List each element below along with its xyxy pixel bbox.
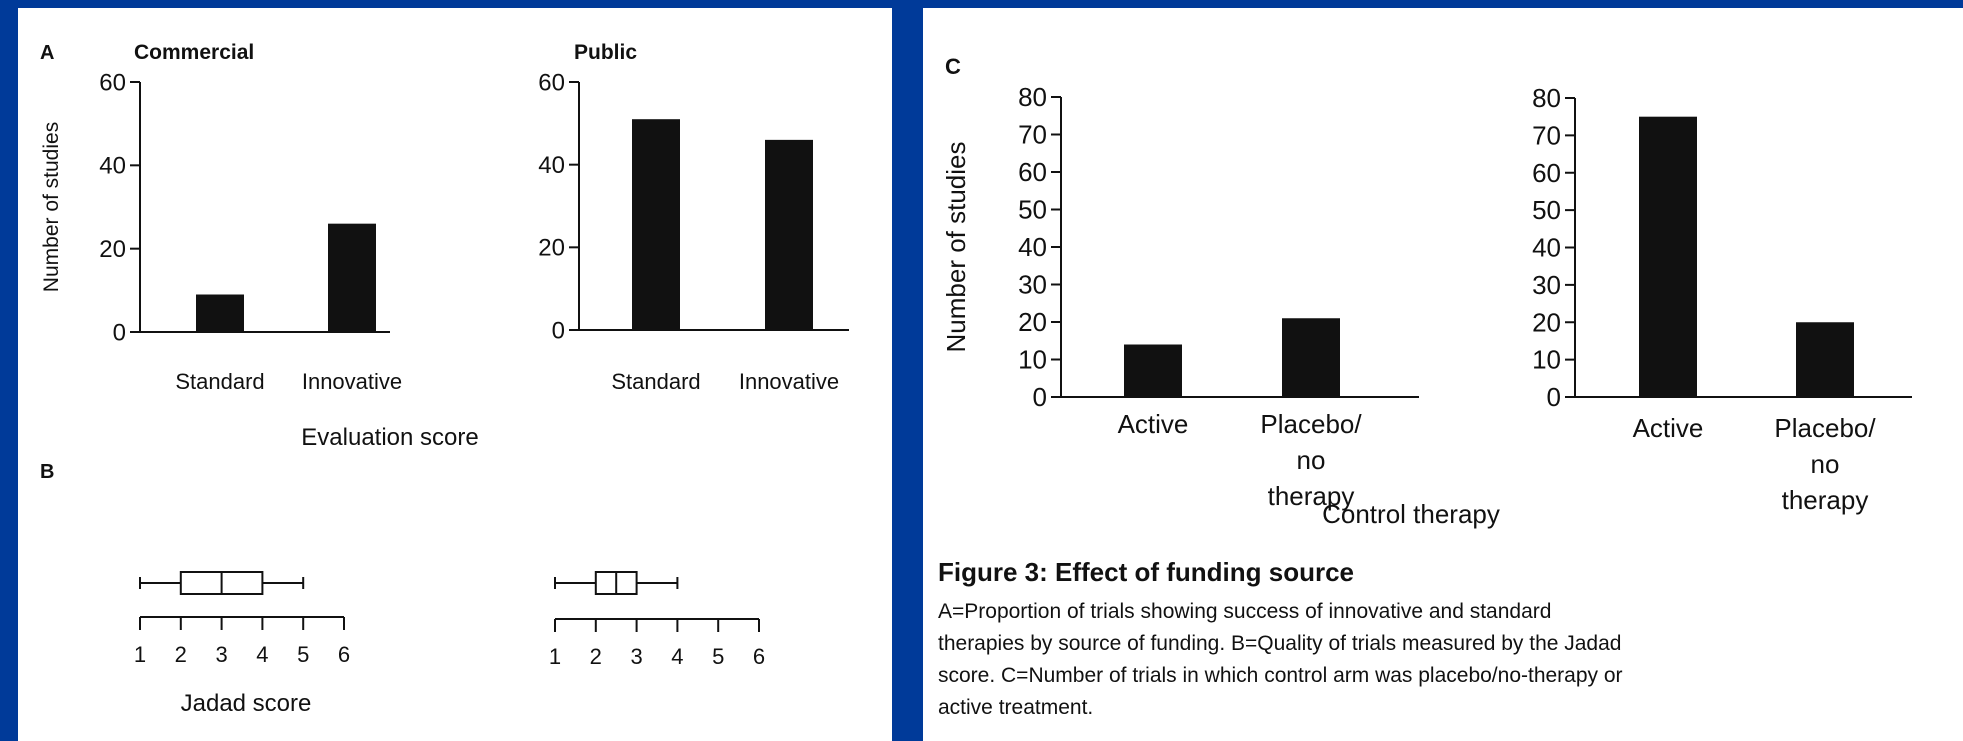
public-chart-category-label-1: Innovative [739, 369, 839, 394]
commercial-jadad-x-tick-label-1: 2 [175, 642, 187, 667]
funding-c-right-chart-y-tick-label-5: 50 [1532, 195, 1561, 225]
public-chart-bar-1 [765, 139, 813, 330]
funding-c-right-chart-category-label-1-line-2: therapy [1782, 485, 1869, 515]
evaluation-score-label: Evaluation score [301, 424, 478, 451]
funding-c-left-chart-y-tick-label-1: 10 [1018, 345, 1047, 375]
commercial-chart-bar-1 [328, 223, 376, 332]
caption-line-2: therapies by source of funding. B=Qualit… [938, 632, 1621, 655]
public-chart-y-tick-label-3: 60 [538, 69, 565, 96]
funding-c-left-chart-y-tick-label-8: 80 [1018, 82, 1047, 112]
funding-c-right-chart-y-tick-label-0: 0 [1547, 382, 1561, 412]
public-chart-y-tick-label-1: 20 [538, 235, 565, 262]
funding-c-left-chart-y-tick-label-4: 40 [1018, 232, 1047, 262]
funding-c-left-chart-y-tick-label-3: 30 [1018, 270, 1047, 300]
public-jadad-x-tick-label-4: 5 [712, 644, 724, 669]
funding-c-right-chart-y-tick-label-2: 20 [1532, 307, 1561, 337]
funding-c-right-chart-y-tick-label-3: 30 [1532, 270, 1561, 300]
public-chart-title: Public [574, 41, 637, 64]
funding-c-left-chart-category-label-1-line-1: no [1297, 445, 1326, 475]
jadad-score-label: Jadad score [181, 690, 312, 717]
left-figure-canvas: A Evaluation score B Jadad score Commerc… [40, 41, 849, 717]
public-jadad-x-tick-label-0: 1 [549, 644, 561, 669]
panel-a-letter: A [40, 42, 54, 64]
funding-c-right-chart-y-tick-label-4: 40 [1532, 233, 1561, 263]
panel-c-letter: C [945, 54, 961, 79]
funding-c-right-chart-y-tick-label-7: 70 [1532, 120, 1561, 150]
public-chart-bar-0 [632, 119, 680, 330]
public-chart-category-label-0: Standard [611, 369, 700, 394]
commercial-chart-y-tick-label-0: 0 [113, 319, 126, 346]
funding-c-left-chart-y-tick-label-0: 0 [1033, 382, 1047, 412]
left-figure-panel: A Evaluation score B Jadad score Commerc… [18, 8, 892, 741]
funding-c-right-chart-bar-0 [1639, 116, 1697, 397]
funding-c-left-chart-category-label-0: Active [1118, 409, 1189, 439]
right-figure-panel: C Control therapy Figure 3: Effect of fu… [923, 8, 1963, 741]
funding-c-right-chart-category-label-0: Active [1633, 413, 1704, 443]
panel-b-letter: B [40, 461, 54, 483]
commercial-jadad-x-tick-label-5: 6 [338, 642, 350, 667]
commercial-jadad-x-tick-label-3: 4 [256, 642, 268, 667]
public-jadad-x-tick-label-5: 6 [753, 644, 765, 669]
commercial-chart-title: Commercial [134, 41, 254, 64]
commercial-jadad-x-tick-label-4: 5 [297, 642, 309, 667]
funding-c-left-chart-category-label-1-line-2: therapy [1268, 481, 1355, 511]
funding-c-right-chart-y-tick-label-8: 80 [1532, 83, 1561, 113]
commercial-chart-y-axis-label: Number of studies [40, 122, 63, 292]
commercial-chart-category-label-1: Innovative [302, 369, 402, 394]
funding-c-right-chart-category-label-1-line-1: no [1811, 449, 1840, 479]
funding-c-right-chart-category-label-1-line-0: Placebo/ [1774, 413, 1876, 443]
control-therapy-label: Control therapy [1322, 499, 1500, 529]
caption-line-1: A=Proportion of trials showing success o… [938, 600, 1551, 623]
public-chart-y-tick-label-0: 0 [552, 317, 565, 344]
commercial-jadad-x-tick-label-0: 1 [134, 642, 146, 667]
public-chart-y-tick-label-2: 40 [538, 152, 565, 179]
commercial-chart-y-tick-label-2: 40 [99, 153, 126, 180]
commercial-chart-y-tick-label-1: 20 [99, 236, 126, 263]
public-jadad-x-tick-label-1: 2 [590, 644, 602, 669]
commercial-chart-category-label-0: Standard [175, 369, 264, 394]
funding-c-left-chart-y-tick-label-7: 70 [1018, 120, 1047, 150]
funding-c-left-chart-category-label-1-line-0: Placebo/ [1260, 409, 1362, 439]
funding-c-left-chart-y-axis-label: Number of studies [941, 142, 971, 353]
funding-c-left-chart-bar-0 [1124, 344, 1182, 397]
caption-title: Figure 3: Effect of funding source [938, 557, 1354, 587]
funding-c-right-chart-y-tick-label-6: 60 [1532, 158, 1561, 188]
public-jadad-x-tick-label-2: 3 [630, 644, 642, 669]
caption-line-3: score. C=Number of trials in which contr… [938, 664, 1623, 687]
right-figure-canvas: C Control therapy Figure 3: Effect of fu… [938, 54, 1912, 719]
commercial-chart-y-tick-label-3: 60 [99, 69, 126, 96]
funding-c-left-chart-y-tick-label-2: 20 [1018, 307, 1047, 337]
funding-c-right-chart-bar-1 [1796, 322, 1854, 397]
public-jadad-x-tick-label-3: 4 [671, 644, 683, 669]
funding-c-left-chart-y-tick-label-5: 50 [1018, 195, 1047, 225]
funding-c-right-chart-y-tick-label-1: 10 [1532, 345, 1561, 375]
caption-line-4: active treatment. [938, 696, 1093, 719]
funding-c-left-chart-bar-1 [1282, 318, 1340, 397]
commercial-jadad-x-tick-label-2: 3 [215, 642, 227, 667]
commercial-chart-bar-0 [196, 294, 244, 332]
funding-c-left-chart-y-tick-label-6: 60 [1018, 157, 1047, 187]
